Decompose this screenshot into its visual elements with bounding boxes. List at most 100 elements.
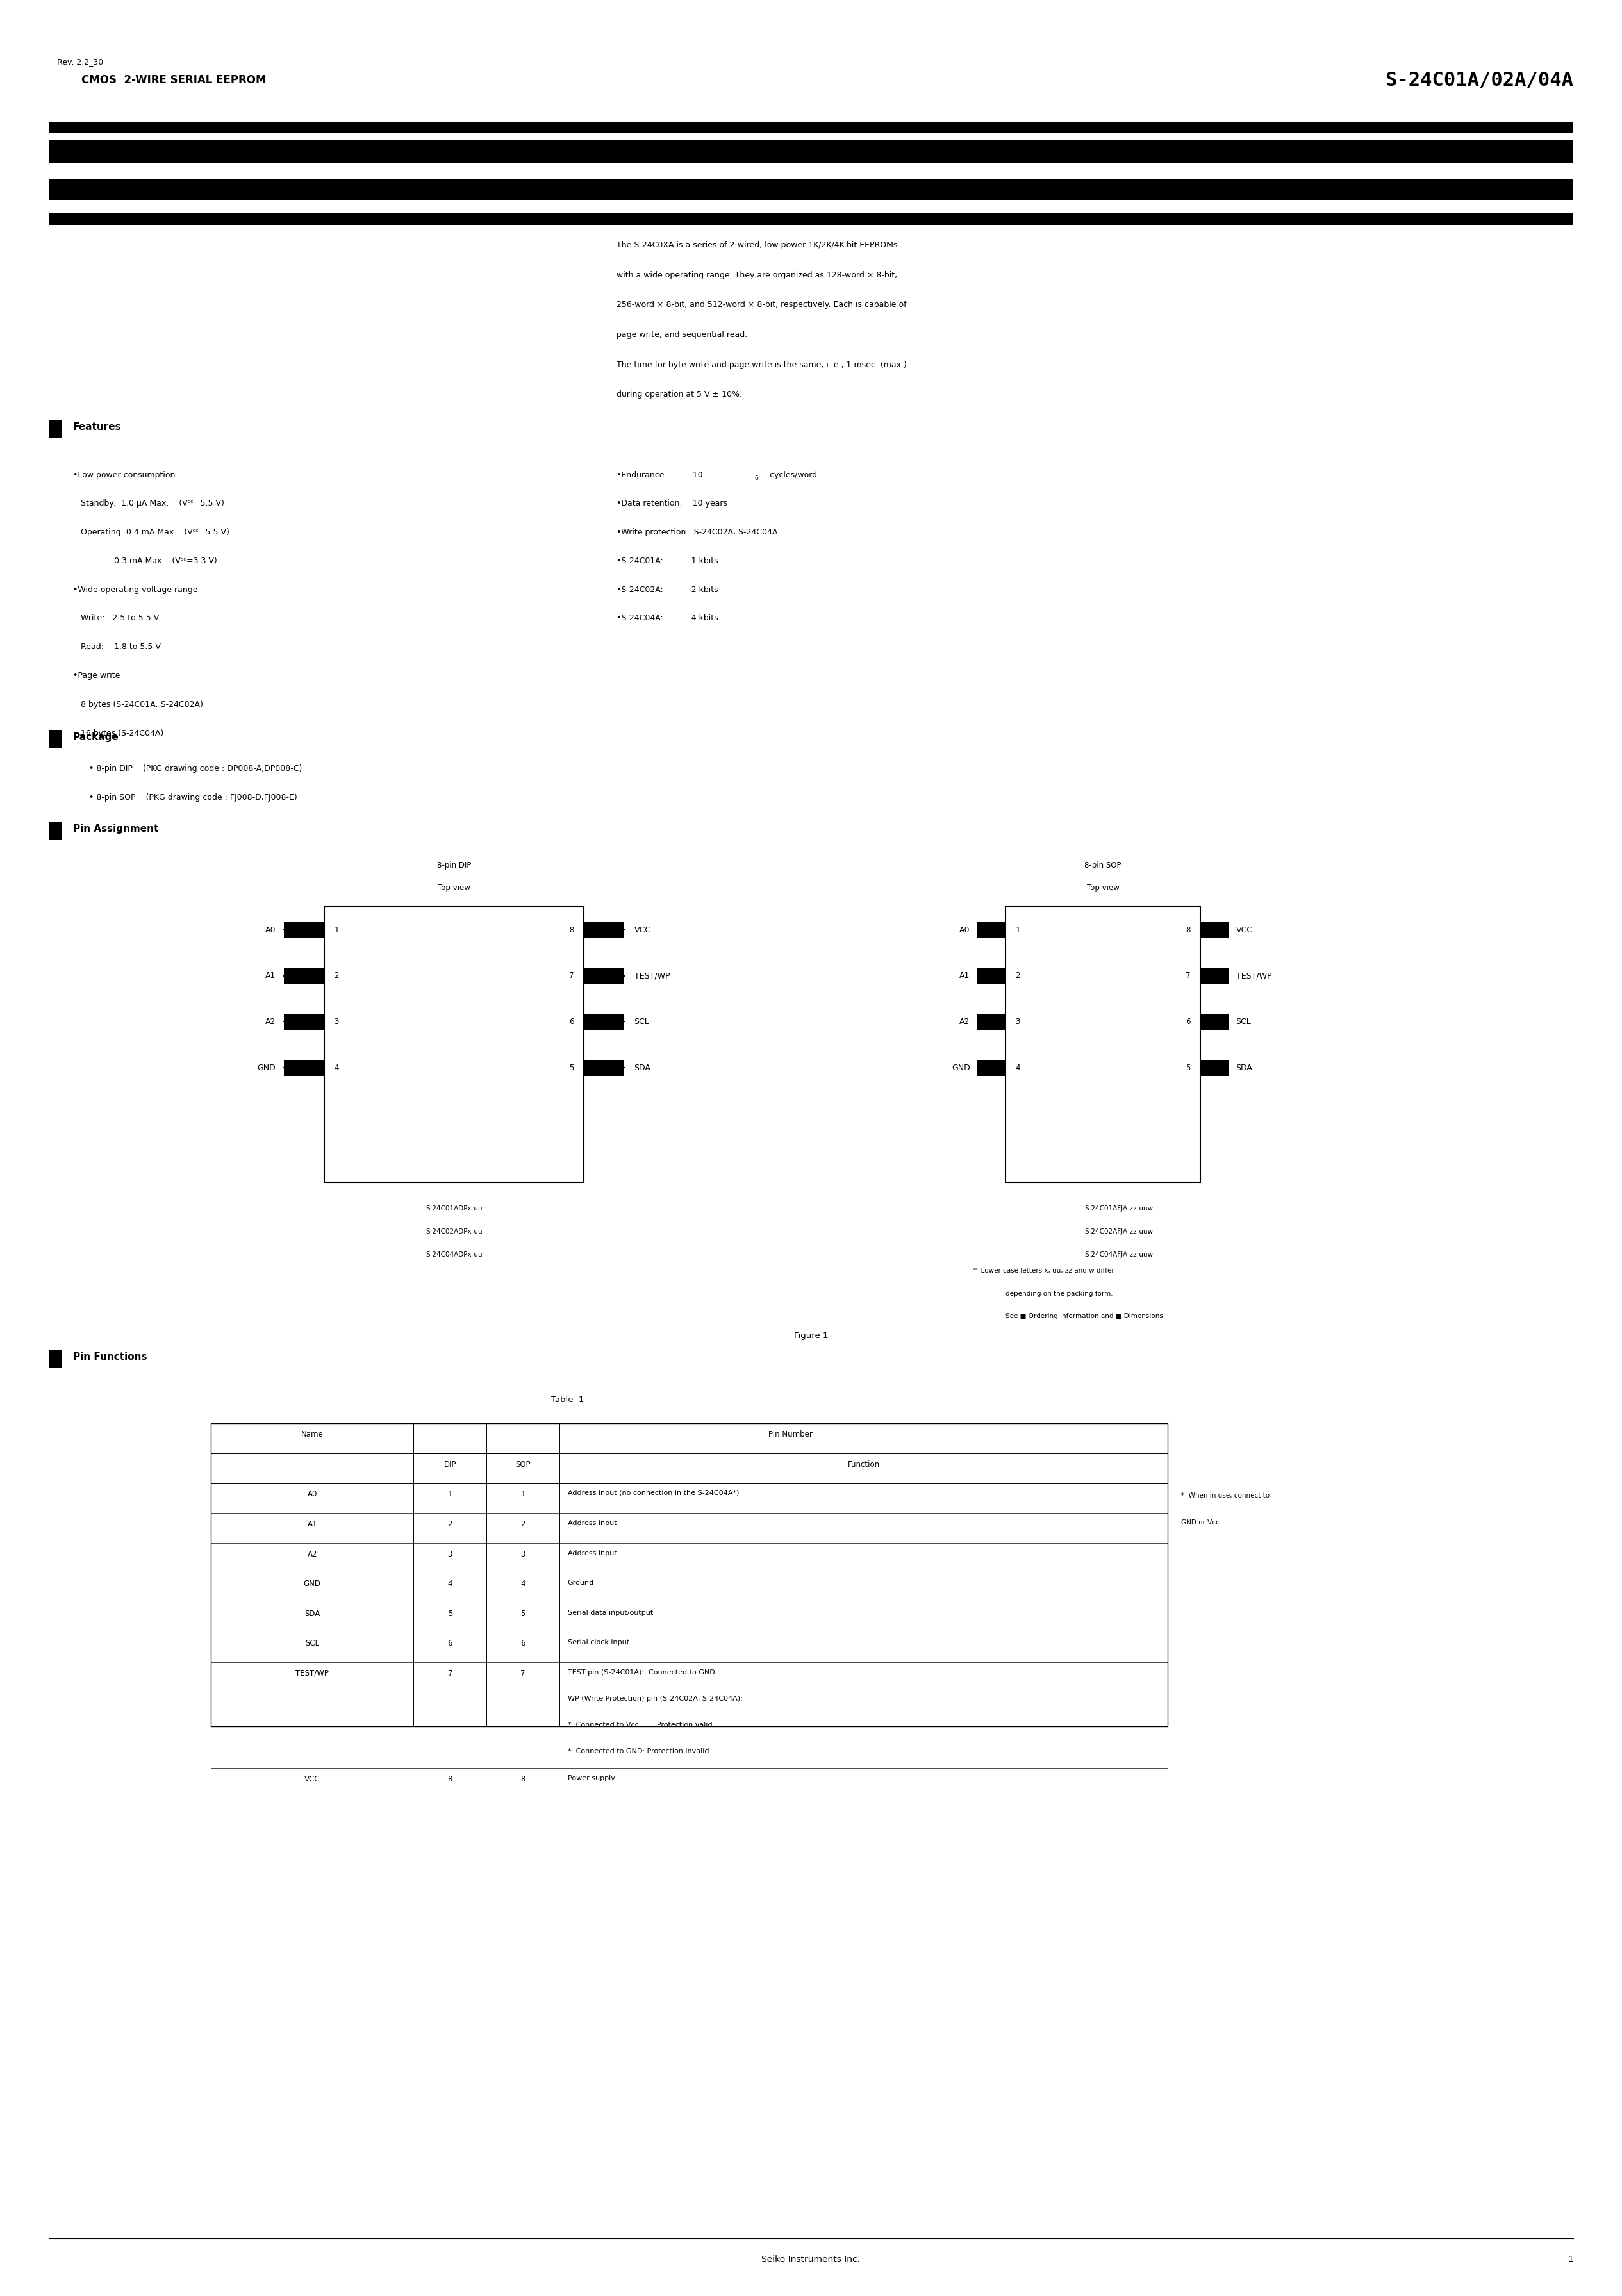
Bar (49, 822, 62, 840)
Text: S-24C01AFJA-zz-uuw: S-24C01AFJA-zz-uuw (1085, 1205, 1153, 1212)
Text: 5: 5 (1186, 1063, 1191, 1072)
Text: Function: Function (848, 1460, 879, 1469)
Text: The time for byte write and page write is the same, i. e., 1 msec. (max.): The time for byte write and page write i… (616, 360, 907, 370)
Text: Pin Assignment: Pin Assignment (73, 824, 159, 833)
Bar (284, 969, 324, 983)
Text: A2: A2 (307, 1550, 318, 1559)
Text: GND: GND (952, 1063, 970, 1072)
Text: CMOS  2-WIRE SERIAL EEPROM: CMOS 2-WIRE SERIAL EEPROM (81, 73, 266, 87)
Text: • 8-pin DIP    (PKG drawing code : DP008-A,DP008-C): • 8-pin DIP (PKG drawing code : DP008-A,… (89, 765, 302, 774)
Bar (1200, 1058, 1229, 1075)
Text: See ■ Ordering Information and ■ Dimensions.: See ■ Ordering Information and ■ Dimensi… (1006, 1313, 1165, 1320)
Bar (1200, 969, 1229, 983)
Bar (49, 1350, 62, 1368)
Text: TEST/WP: TEST/WP (295, 1669, 329, 1678)
Text: S-24C01ADPx-uu: S-24C01ADPx-uu (425, 1205, 483, 1212)
Text: • 8-pin SOP    (PKG drawing code : FJ008-D,FJ008-E): • 8-pin SOP (PKG drawing code : FJ008-D,… (89, 792, 297, 801)
Text: WP (Write Protection) pin (S-24C02A, S-24C04A):: WP (Write Protection) pin (S-24C02A, S-2… (568, 1694, 743, 1701)
Text: A2: A2 (266, 1017, 276, 1026)
Bar (1006, 907, 1200, 1182)
Text: Serial data input/output: Serial data input/output (568, 1609, 654, 1616)
Text: Package: Package (73, 732, 118, 742)
Text: *  Connected to Vcc:       Protection valid: * Connected to Vcc: Protection valid (568, 1722, 712, 1729)
Text: VCC: VCC (1236, 925, 1252, 934)
Text: 7: 7 (569, 971, 574, 980)
Text: •S-24C04A:           4 kbits: •S-24C04A: 4 kbits (616, 615, 719, 622)
Text: page write, and sequential read.: page write, and sequential read. (616, 331, 748, 340)
Text: SCL: SCL (305, 1639, 320, 1649)
Bar (284, 921, 324, 939)
Text: Read:    1.8 to 5.5 V: Read: 1.8 to 5.5 V (73, 643, 161, 652)
Text: Top view: Top view (438, 884, 470, 893)
Text: 1: 1 (521, 1490, 526, 1499)
Text: SOP: SOP (516, 1460, 530, 1469)
Text: Operating: 0.4 mA Max.   (Vᶜᶜ=5.5 V): Operating: 0.4 mA Max. (Vᶜᶜ=5.5 V) (73, 528, 229, 537)
Text: 3: 3 (334, 1017, 339, 1026)
Text: A2: A2 (960, 1017, 970, 1026)
Text: 4: 4 (521, 1580, 526, 1589)
Text: Ground: Ground (568, 1580, 594, 1587)
Text: 6: 6 (1186, 1017, 1191, 1026)
Text: 8 bytes (S-24C01A, S-24C02A): 8 bytes (S-24C01A, S-24C02A) (73, 700, 203, 709)
Bar (49, 214, 1573, 225)
Text: GND or Vcc.: GND or Vcc. (1181, 1520, 1221, 1525)
Text: 7: 7 (521, 1669, 526, 1678)
Text: VCC: VCC (634, 925, 650, 934)
Text: 2: 2 (521, 1520, 526, 1529)
Text: depending on the packing form.: depending on the packing form. (1006, 1290, 1113, 1297)
Text: A1: A1 (960, 971, 970, 980)
Text: A0: A0 (307, 1490, 318, 1499)
Text: *  When in use, connect to: * When in use, connect to (1181, 1492, 1270, 1499)
Text: TEST pin (S-24C01A):  Connected to GND: TEST pin (S-24C01A): Connected to GND (568, 1669, 715, 1676)
Text: SCL: SCL (1236, 1017, 1251, 1026)
Text: 8-pin DIP: 8-pin DIP (436, 861, 472, 870)
Text: The S-24C0XA is a series of 2-wired, low power 1K/2K/4K-bit EEPROMs: The S-24C0XA is a series of 2-wired, low… (616, 241, 897, 250)
Text: 7: 7 (1186, 971, 1191, 980)
Text: A0: A0 (959, 925, 970, 934)
Bar (49, 179, 1573, 200)
Text: Rev. 2.2_30: Rev. 2.2_30 (57, 57, 104, 67)
Text: GND: GND (258, 1063, 276, 1072)
Text: Top view: Top view (1087, 884, 1119, 893)
Text: 6: 6 (521, 1639, 526, 1649)
Text: •Write protection:  S-24C02A, S-24C04A: •Write protection: S-24C02A, S-24C04A (616, 528, 777, 537)
Text: 1: 1 (1015, 925, 1020, 934)
Text: Serial clock input: Serial clock input (568, 1639, 629, 1646)
Bar (49, 122, 1573, 133)
Text: S-24C02ADPx-uu: S-24C02ADPx-uu (425, 1228, 483, 1235)
Bar (324, 907, 584, 1182)
Text: 4: 4 (334, 1063, 339, 1072)
Text: 4: 4 (1015, 1063, 1020, 1072)
Bar (584, 1058, 624, 1075)
Text: 1: 1 (448, 1490, 453, 1499)
Text: 5: 5 (521, 1609, 526, 1619)
Text: *  Connected to GND: Protection invalid: * Connected to GND: Protection invalid (568, 1750, 709, 1754)
Text: 8: 8 (569, 925, 574, 934)
Text: •Wide operating voltage range: •Wide operating voltage range (73, 585, 198, 595)
Text: SCL: SCL (634, 1017, 649, 1026)
Text: Address input: Address input (568, 1550, 616, 1557)
Bar (976, 969, 1006, 983)
Text: 1: 1 (334, 925, 339, 934)
Text: Power supply: Power supply (568, 1775, 615, 1782)
Text: 1: 1 (1567, 2255, 1573, 2264)
Text: Features: Features (73, 422, 122, 432)
Bar (284, 1058, 324, 1075)
Bar (976, 1015, 1006, 1029)
Text: •S-24C02A:           2 kbits: •S-24C02A: 2 kbits (616, 585, 719, 595)
Text: S-24C01A/02A/04A: S-24C01A/02A/04A (1385, 71, 1573, 90)
Text: •Data retention:    10 years: •Data retention: 10 years (616, 501, 727, 507)
Text: 2: 2 (448, 1520, 453, 1529)
Text: 6: 6 (569, 1017, 574, 1026)
Bar (1200, 1015, 1229, 1029)
Text: DIP: DIP (444, 1460, 456, 1469)
Text: 3: 3 (521, 1550, 526, 1559)
Text: 8-pin SOP: 8-pin SOP (1085, 861, 1121, 870)
Text: cycles/word: cycles/word (767, 471, 817, 480)
Text: 2: 2 (1015, 971, 1020, 980)
Text: Name: Name (302, 1430, 323, 1440)
Text: Seiko Instruments Inc.: Seiko Instruments Inc. (762, 2255, 860, 2264)
Bar (284, 1015, 324, 1029)
Text: 8: 8 (448, 1775, 453, 1784)
Text: 5: 5 (569, 1063, 574, 1072)
